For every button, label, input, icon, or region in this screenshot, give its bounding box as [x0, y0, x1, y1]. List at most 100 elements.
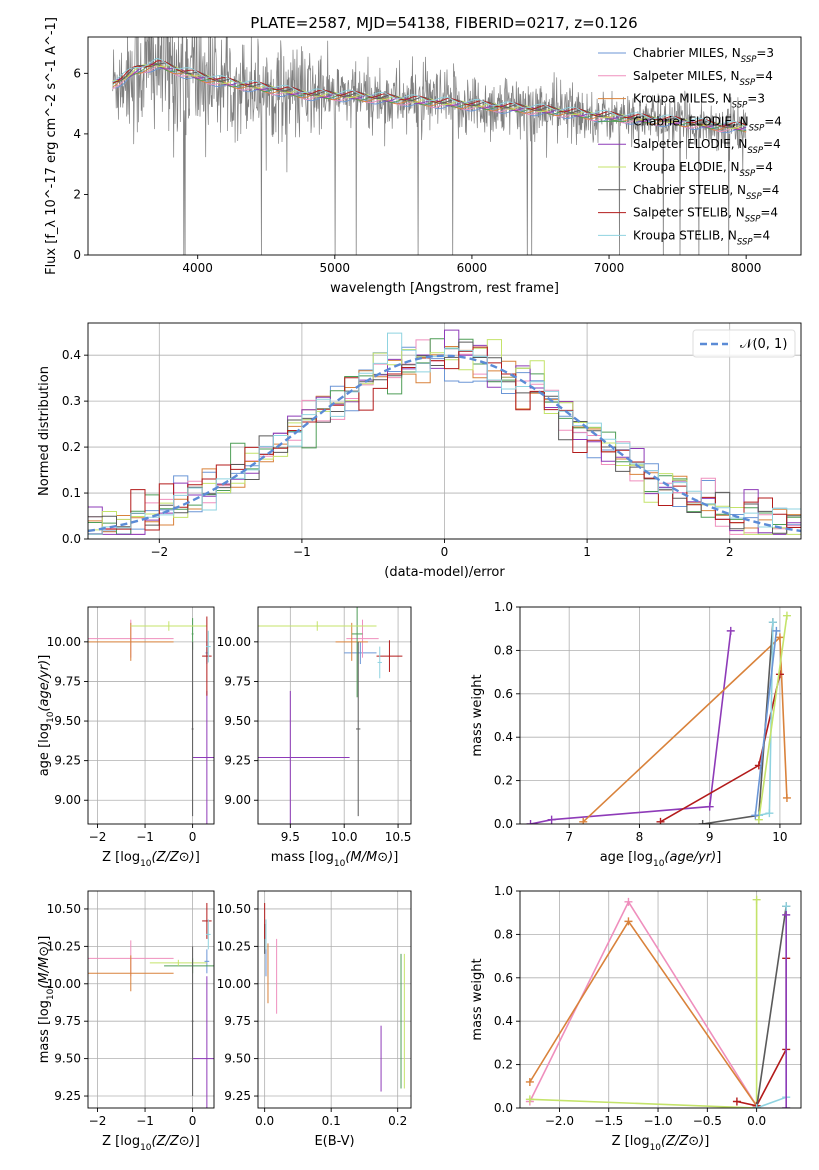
x-tick-label: −1: [293, 545, 311, 559]
weight-marker: [624, 917, 633, 926]
weight-line: [736, 958, 787, 1107]
plot-area: [88, 616, 214, 824]
weight-marker: [624, 897, 633, 906]
weight-marker: [782, 793, 791, 802]
y-axis-label: Normed distribution: [37, 366, 52, 496]
x-tick-label: 7000: [594, 261, 625, 275]
grid: [258, 607, 411, 824]
x-tick-label: 0: [189, 1114, 197, 1128]
y-tick-label: 0.1: [62, 486, 81, 500]
panel-4: 7 8 9 10 0.0 0.2 0.4 0.6 0.8 1.0 age [log10(age/yr…: [470, 600, 802, 869]
y-tick-label: 10.50: [47, 902, 81, 916]
panel-3: 9.5 10.0 10.5 9.00 9.25 9.50 9.75 10.00 mass [lo…: [217, 606, 412, 869]
x-axis-label: Z [log10(Z/Z⊙)]: [102, 850, 200, 869]
x-tick-label: −0.5: [693, 1114, 722, 1128]
weight-line: [529, 919, 758, 1107]
y-tick-label: 0.2: [494, 1058, 513, 1072]
x-tick-label: 0.0: [747, 1114, 766, 1128]
y-tick-label: 9.50: [54, 714, 81, 728]
x-tick-label: 0.0: [255, 1114, 274, 1128]
x-tick-label: −1: [136, 1114, 154, 1128]
weight-line: [754, 630, 778, 816]
y-tick-label: 10.00: [217, 977, 251, 991]
residual-histogram: [88, 332, 801, 535]
legend-label: Kroupa ELODIE, NSSP=4: [633, 160, 773, 179]
weight-marker: [525, 1095, 534, 1104]
y-tick-label: 9.75: [224, 674, 251, 688]
weight-line: [529, 899, 758, 1108]
x-tick-label: 8: [636, 830, 644, 844]
legend-label: Salpeter STELIB, NSSP=4: [633, 206, 778, 225]
axes-frame: 9.5 10.0 10.5 9.00 9.25 9.50 9.75 10.00 mass [lo…: [217, 606, 412, 869]
x-tick-label: 7: [565, 830, 573, 844]
x-axis-label: E(B-V): [314, 1134, 354, 1149]
legend-label: Salpeter ELODIE, NSSP=4: [633, 137, 781, 156]
weight-marker: [752, 895, 761, 904]
legend: Chabrier MILES, NSSP=3 Salpeter MILES, NS…: [598, 46, 782, 247]
legend-label: Chabrier MILES, NSSP=3: [633, 46, 774, 65]
weight-marker: [782, 611, 791, 620]
weight-marker: [765, 809, 774, 818]
axes-frame: −2 −1 0 9.25 9.50 9.75 10.00 10.25 10.50 Z [log10…: [37, 890, 215, 1153]
axes-border: [257, 606, 412, 825]
legend-label: 𝒩(0, 1): [740, 337, 787, 352]
axes-border: [519, 606, 802, 825]
x-axis-label: (data-model)/error: [384, 565, 505, 580]
panel-5: −2 −1 0 9.25 9.50 9.75 10.00 10.25 10.50 Z [log10…: [37, 890, 215, 1153]
y-tick-label: 2: [73, 187, 81, 201]
weight-marker: [782, 902, 791, 911]
panel-6: 0.0 0.1 0.2 9.25 9.50 9.75 10.00 10.25 10.50 E(B-…: [217, 890, 412, 1149]
legend-label: Kroupa STELIB, NSSP=4: [633, 228, 770, 247]
legend-label: Salpeter MILES, NSSP=4: [633, 69, 773, 88]
grid: [520, 890, 801, 1109]
y-tick-label: 9.75: [224, 1014, 251, 1028]
y-tick-label: 10.00: [47, 635, 81, 649]
y-tick-label: 0.4: [494, 730, 513, 744]
x-tick-label: 8000: [731, 261, 762, 275]
weight-marker: [752, 1104, 761, 1108]
axes-frame: 7 8 9 10 0.0 0.2 0.4 0.6 0.8 1.0 age [log10(age/yr…: [470, 600, 802, 869]
legend: 𝒩(0, 1): [692, 329, 796, 358]
panel-0: 4000 5000 6000 7000 8000 0 2 4 6 wavelength [Angs…: [44, 17, 802, 296]
weight-line: [758, 615, 788, 820]
y-tick-label: 9.75: [54, 1014, 81, 1028]
axes-frame: −2 −1 0 1 2 0.0 0.1 0.2 0.3 0.4 (data-model)/error…: [37, 322, 802, 580]
y-tick-label: 9.25: [54, 1089, 81, 1103]
y-tick-label: 0.0: [494, 1101, 513, 1115]
x-tick-label: −1: [136, 830, 154, 844]
x-tick-label: −2.0: [545, 1114, 574, 1128]
axes-frame: −2.0 −1.5 −1.0 −0.5 0.0 0.0 0.2 0.4 0.6 0.8 1.0 Z […: [470, 884, 802, 1153]
weight-marker: [768, 618, 777, 627]
weight-marker: [726, 626, 735, 635]
x-tick-label: −1.0: [643, 1114, 672, 1128]
grid: [88, 891, 214, 1108]
y-tick-label: 9.25: [54, 754, 81, 768]
y-tick-label: 9.25: [224, 754, 251, 768]
panel-2: −2 −1 0 9.00 9.25 9.50 9.75 10.00 Z [log10(Z/Z⊙)…: [37, 606, 215, 869]
axes-frame: 0.0 0.1 0.2 9.25 9.50 9.75 10.00 10.25 10.50 E(B-…: [217, 890, 412, 1149]
residual-histogram: [88, 329, 801, 535]
weight-marker: [656, 817, 665, 824]
y-tick-label: 1.0: [494, 884, 513, 898]
plot-area: [525, 895, 791, 1108]
normal-curve: [88, 354, 801, 533]
weight-line: [530, 630, 732, 824]
y-tick-label: 6: [73, 66, 81, 80]
y-tick-label: 9.25: [224, 1089, 251, 1103]
model-spectrum: [112, 57, 747, 127]
x-tick-label: −2: [89, 1114, 107, 1128]
y-tick-label: 9.50: [54, 1052, 81, 1066]
weight-marker: [732, 1097, 741, 1106]
y-tick-label: 10.50: [217, 902, 251, 916]
y-axis-label: Flux [f_λ 10^-17 erg cm^-2 s^-1 A^-1]: [44, 17, 59, 275]
y-tick-label: 0: [73, 248, 81, 262]
weight-marker: [772, 626, 781, 635]
weight-line: [755, 906, 787, 1108]
y-tick-label: 10.00: [47, 977, 81, 991]
weight-marker: [782, 910, 791, 919]
x-tick-label: 4000: [182, 261, 213, 275]
legend-label: Chabrier STELIB, NSSP=4: [633, 183, 779, 202]
y-axis-label: mass weight: [470, 674, 485, 756]
weight-marker: [754, 815, 763, 824]
